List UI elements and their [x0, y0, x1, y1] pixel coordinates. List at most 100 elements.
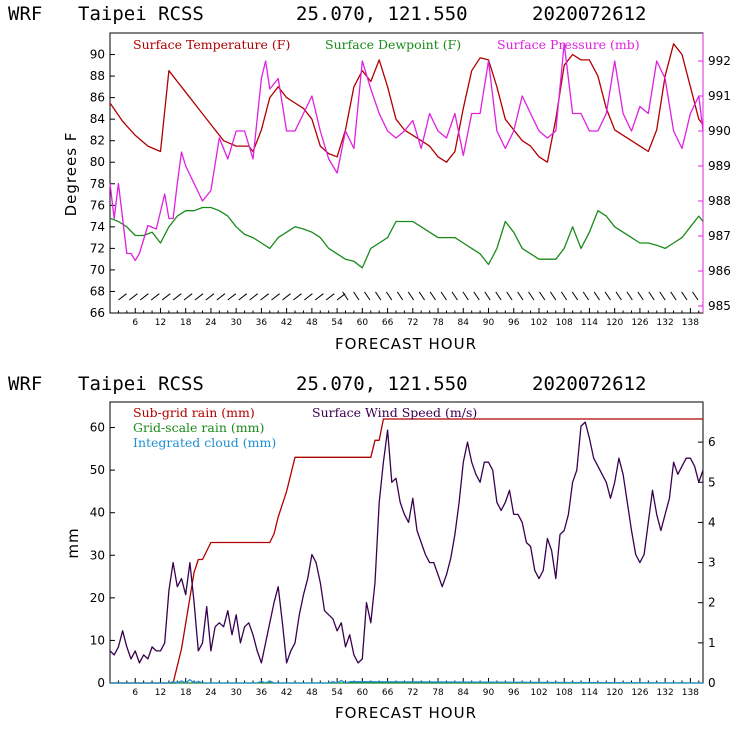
- wind-barb: [314, 293, 324, 301]
- chart2-legend-gridscale-rain: Grid-scale rain (mm): [133, 420, 264, 435]
- y2-tick-label: 992: [708, 54, 731, 68]
- wind-barb: [396, 291, 404, 301]
- wind-barb: [293, 293, 302, 301]
- x-tick-label: 126: [631, 318, 648, 328]
- wind-barb: [161, 293, 171, 301]
- x-tick-label: 96: [508, 688, 520, 698]
- y2-tick-label: 3: [708, 556, 716, 570]
- y-tick-label: 90: [90, 48, 105, 62]
- x-tick-label: 36: [256, 688, 268, 698]
- x-tick-label: 12: [155, 318, 166, 328]
- x-tick-label: 66: [382, 318, 394, 328]
- y-tick-label: 10: [90, 633, 105, 647]
- wind-barb: [418, 291, 426, 301]
- x-tick-label: 60: [357, 688, 369, 698]
- x-tick-label: 54: [331, 318, 343, 328]
- wind-barb: [495, 291, 502, 301]
- x-tick-label: 78: [432, 318, 444, 328]
- x-tick-label: 18: [180, 688, 192, 698]
- wind-barb: [249, 293, 259, 301]
- x-tick-label: 60: [357, 318, 369, 328]
- wind-barb: [325, 293, 335, 301]
- y-tick-label: 78: [90, 177, 105, 191]
- x-tick-label: 36: [256, 318, 268, 328]
- x-tick-label: 90: [483, 688, 495, 698]
- wind-barb: [407, 291, 415, 301]
- y2-tick-label: 986: [708, 264, 731, 278]
- x-tick-label: 18: [180, 318, 192, 328]
- x-tick-label: 120: [606, 318, 623, 328]
- wind-barb: [353, 291, 360, 301]
- wind-barb: [604, 291, 611, 301]
- series-line-3: [109, 421, 704, 664]
- wind-barb: [593, 291, 600, 301]
- wind-barb: [506, 291, 513, 301]
- y-tick-label: 80: [90, 155, 105, 169]
- wind-barb: [637, 291, 644, 301]
- series-line-2: [109, 42, 704, 262]
- chart1-header-run: 2020072612: [532, 3, 646, 25]
- y2-tick-label: 988: [708, 194, 731, 208]
- wind-barb: [462, 291, 469, 301]
- chart2-header-coords: 25.070, 121.550: [296, 373, 468, 395]
- y-tick-label: 60: [90, 421, 105, 435]
- wind-barb: [336, 293, 346, 301]
- wind-barb: [539, 291, 546, 301]
- chart1-legend-pressure: Surface Pressure (mb): [497, 37, 640, 52]
- y2-tick-label: 990: [708, 124, 731, 138]
- chart2-y-axis-label: mm: [64, 527, 82, 558]
- y-tick-label: 72: [90, 241, 105, 255]
- x-tick-label: 126: [631, 688, 648, 698]
- chart2-legend-wind-speed: Surface Wind Speed (m/s): [312, 405, 477, 420]
- x-tick-label: 90: [483, 318, 495, 328]
- chart2-header-station: Taipei RCSS: [78, 373, 204, 395]
- wind-barb: [205, 293, 215, 301]
- chart1-plot-frame: [109, 32, 704, 314]
- chart1-y2-ticks: 985 986 987 988 989 990 991 992: [698, 54, 731, 313]
- chart1-legend-temperature: Surface Temperature (F): [133, 37, 290, 52]
- wind-barb: [238, 293, 248, 301]
- chart2-header-run: 2020072612: [532, 373, 646, 395]
- wind-barb: [549, 291, 557, 301]
- y2-tick-label: 4: [708, 515, 716, 529]
- wind-barb: [517, 291, 524, 301]
- x-tick-label: 42: [281, 318, 292, 328]
- chart1-x-ticks: 6 12 18 24 30 36 42 48 54 60 66 72 78 84 90 96 102 108 114…: [117, 308, 700, 328]
- y-tick-label: 84: [90, 112, 105, 126]
- x-tick-label: 24: [205, 688, 217, 698]
- chart1-y-axis-label: Degrees F: [62, 132, 80, 217]
- x-tick-label: 6: [132, 318, 138, 328]
- x-tick-label: 30: [230, 688, 242, 698]
- wind-barb: [429, 291, 436, 301]
- wind-barb: [385, 291, 393, 301]
- wind-barb: [216, 293, 226, 301]
- wind-barb: [626, 291, 633, 301]
- chart2-series: [109, 418, 704, 684]
- x-tick-label: 120: [606, 688, 623, 698]
- wind-barb: [615, 291, 622, 301]
- wind-barb: [473, 291, 480, 301]
- x-tick-label: 6: [132, 688, 138, 698]
- chart1-y-ticks: 66 68 70 72 74 76 78 80 82 84 86 88 90: [90, 48, 115, 320]
- wind-barb: [227, 293, 237, 301]
- rain-wind-chart: WRF Taipei RCSS 25.070, 121.550 20200726…: [8, 373, 716, 722]
- x-tick-label: 48: [306, 688, 318, 698]
- wind-barb: [139, 293, 149, 301]
- chart2-legend-cloud: Integrated cloud (mm): [133, 435, 276, 450]
- chart1-wind-barbs: [118, 291, 699, 301]
- x-tick-label: 102: [530, 318, 547, 328]
- wind-barb: [582, 291, 590, 301]
- y-tick-label: 70: [90, 263, 105, 277]
- y2-tick-label: 985: [708, 299, 731, 313]
- wind-barb: [670, 291, 677, 301]
- wind-barb: [375, 291, 382, 301]
- y-tick-label: 40: [90, 506, 105, 520]
- wind-barb: [129, 293, 138, 301]
- y2-tick-label: 0: [708, 676, 716, 690]
- wind-barb: [681, 291, 688, 301]
- wind-barb: [440, 291, 447, 301]
- x-tick-label: 108: [556, 318, 573, 328]
- x-tick-label: 132: [657, 688, 674, 698]
- chart2-x-axis-label: FORECAST HOUR: [335, 704, 477, 722]
